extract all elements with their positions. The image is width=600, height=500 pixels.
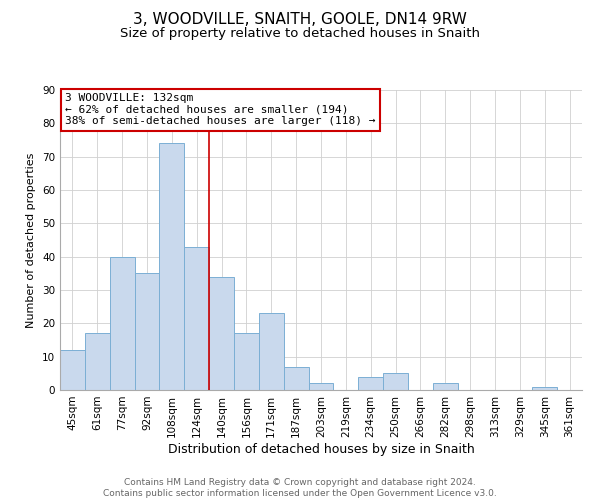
Bar — [184, 246, 209, 390]
Bar — [234, 334, 259, 390]
Text: Size of property relative to detached houses in Snaith: Size of property relative to detached ho… — [120, 28, 480, 40]
Bar — [160, 144, 184, 390]
Text: 3, WOODVILLE, SNAITH, GOOLE, DN14 9RW: 3, WOODVILLE, SNAITH, GOOLE, DN14 9RW — [133, 12, 467, 28]
Bar — [85, 334, 110, 390]
Bar — [433, 384, 458, 390]
Bar — [134, 274, 160, 390]
Bar — [110, 256, 134, 390]
Bar — [209, 276, 234, 390]
Bar — [259, 314, 284, 390]
Bar — [532, 386, 557, 390]
Text: 3 WOODVILLE: 132sqm
← 62% of detached houses are smaller (194)
38% of semi-detac: 3 WOODVILLE: 132sqm ← 62% of detached ho… — [65, 93, 376, 126]
Bar — [358, 376, 383, 390]
Bar — [60, 350, 85, 390]
Bar — [284, 366, 308, 390]
Bar — [383, 374, 408, 390]
X-axis label: Distribution of detached houses by size in Snaith: Distribution of detached houses by size … — [167, 442, 475, 456]
Text: Contains HM Land Registry data © Crown copyright and database right 2024.
Contai: Contains HM Land Registry data © Crown c… — [103, 478, 497, 498]
Y-axis label: Number of detached properties: Number of detached properties — [26, 152, 37, 328]
Bar — [308, 384, 334, 390]
